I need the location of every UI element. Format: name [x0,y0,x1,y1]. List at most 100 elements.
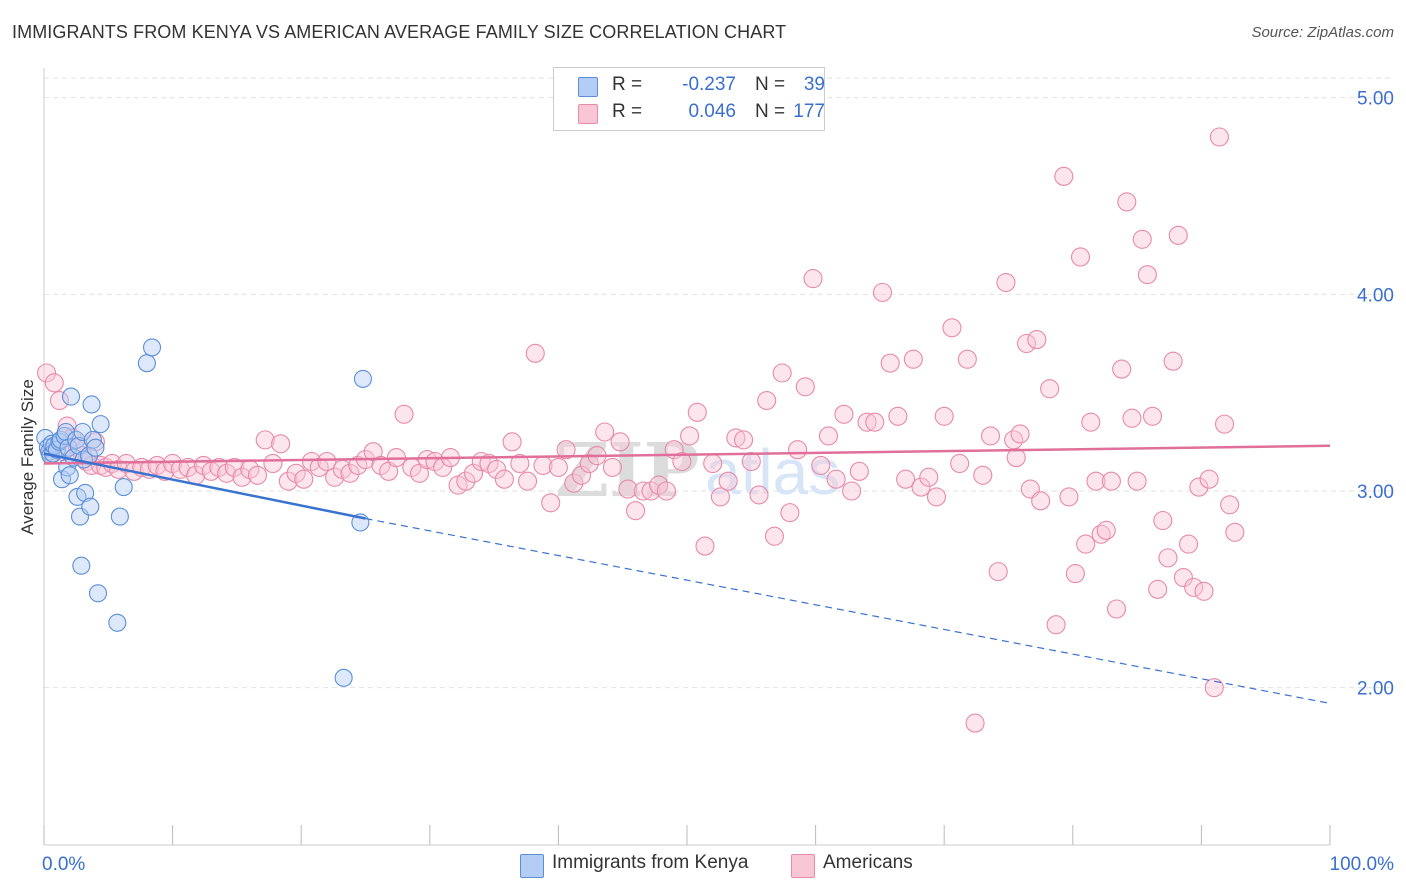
data-point-americans [317,451,337,472]
data-point-americans [656,481,676,501]
data-point-americans [247,465,268,485]
data-point-americans [1142,406,1163,426]
data-point-americans [950,453,970,474]
data-point-kenya [72,556,91,575]
data-point-americans [973,465,993,485]
y-tick-label: 4.00 [1357,285,1394,306]
data-point-americans [934,406,954,426]
data-point-americans [301,451,322,472]
data-point-americans [942,318,962,338]
data-point-americans [1059,487,1079,507]
watermark-zip: ZIP [555,428,699,514]
grid-layer [44,77,1390,689]
data-point-americans [818,426,839,446]
data-point-americans [541,493,561,513]
tick-labels: 2.00 3.00 4.00 5.00 0.0% 100.0% [42,89,1394,875]
data-point-kenya [60,466,79,485]
legend-swatch-americans [578,104,598,124]
data-point-americans [1163,351,1183,371]
data-point-americans [510,453,530,474]
data-point-americans [278,471,298,491]
data-point-americans [571,465,592,485]
data-point-kenya [61,387,81,406]
legend-r-label: R = [612,101,643,122]
data-point-americans [1010,424,1030,444]
data-point-americans [556,440,576,460]
data-point-americans [672,451,692,472]
data-point-americans [286,463,306,483]
data-point-americans [780,503,800,523]
data-point-americans [896,469,916,489]
data-point-americans [1214,414,1235,434]
correlation-legend: R = -0.237 N = 39 R = 0.046 N = 177 [553,67,825,131]
data-point-americans [911,477,931,497]
data-point-americans [1106,599,1127,619]
data-point-americans [919,467,939,487]
data-point-americans [255,430,275,450]
data-point-americans [1112,359,1132,379]
data-point-americans [1027,330,1047,350]
legend-n-value-americans: 177 [793,101,825,122]
legend-label-kenya: Immigrants from Kenya [552,852,749,873]
axis-layer [43,68,1331,846]
data-point-americans [649,475,669,495]
data-point-americans [602,457,622,477]
data-point-kenya [353,369,372,388]
data-point-americans [1040,379,1060,399]
data-point-americans [695,536,715,556]
data-point-americans [595,422,615,442]
data-point-americans [1096,520,1116,540]
legend-n-label: N = [755,74,786,95]
data-point-americans [1127,471,1147,491]
data-point-americans [1184,577,1204,597]
data-point-americans [618,479,638,499]
data-point-americans [548,457,568,477]
legend-label-americans: Americans [823,852,913,873]
x-tick-label: 0.0% [42,854,85,875]
data-point-americans [834,404,854,424]
data-point-americans [764,526,784,546]
data-point-americans [865,412,885,432]
x-tick-label: 100.0% [1330,854,1395,875]
data-point-americans [872,282,893,302]
data-point-americans [263,453,283,474]
data-point-americans [1173,567,1193,588]
data-point-americans [1006,448,1026,468]
data-point-americans [749,485,769,505]
data-point-americans [564,473,584,493]
data-point-kenya [142,338,162,357]
trend-line-kenya-extension [365,517,1331,704]
data-point-americans [888,406,908,426]
data-point-americans [826,469,846,489]
data-point-kenya [82,395,101,414]
data-point-americans [1065,564,1085,584]
data-point-americans [517,471,538,491]
data-point-americans [1158,548,1178,568]
data-point-americans [163,453,183,474]
data-point-americans [309,457,329,477]
data-point-americans [849,461,869,481]
data-point-americans [502,432,522,452]
data-point-americans [1189,477,1209,497]
data-point-americans [1137,265,1157,285]
data-point-americans [1046,615,1066,635]
data-point-americans [626,501,646,521]
data-point-americans [224,457,244,477]
data-point-americans [37,363,57,383]
data-point-americans [209,457,229,477]
data-point-americans [1031,491,1051,511]
legend-r-value-kenya: -0.237 [682,74,736,95]
legend-n-value-kenya: 39 [803,74,825,95]
data-point-americans [494,469,514,489]
data-point-americans [1194,581,1214,601]
data-point-americans [772,363,792,383]
data-point-americans [1178,534,1199,554]
data-point-kenya [334,668,353,687]
data-point-americans [1081,412,1101,432]
data-point-americans [957,349,977,369]
data-point-americans [1199,469,1219,489]
data-point-americans [710,487,730,507]
data-point-americans [1122,408,1142,428]
data-point-americans [926,487,947,507]
